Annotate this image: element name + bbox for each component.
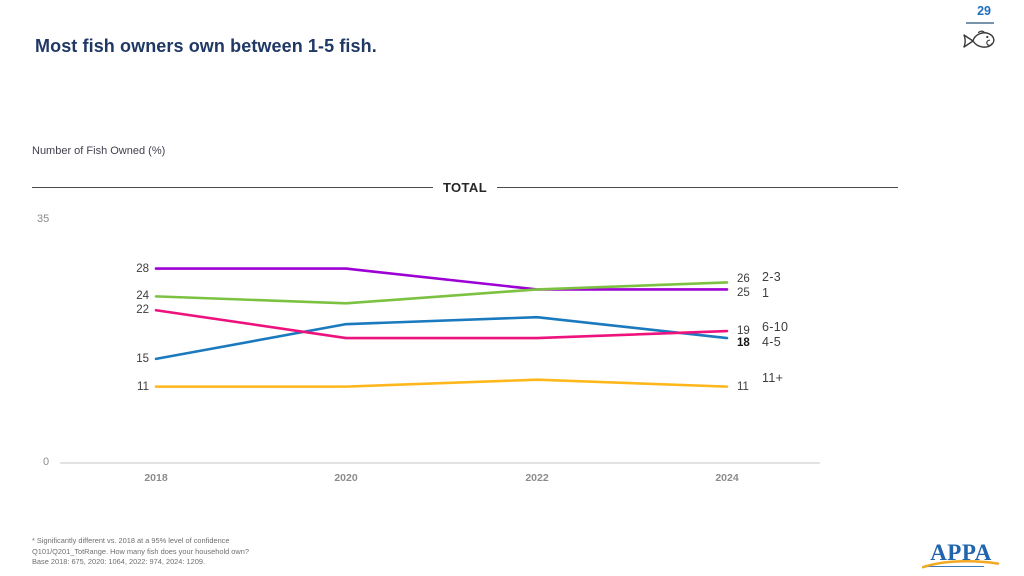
page-number-underline [966, 22, 994, 24]
appa-logo-swoosh [922, 560, 1000, 569]
page-title: Most fish owners own between 1-5 fish. [35, 36, 377, 56]
appa-logo: APPA [922, 540, 1000, 569]
y-tick-min: 0 [43, 456, 50, 468]
chart-axis-label: Number of Fish Owned (%) [32, 145, 166, 157]
y-tick-max: 35 [37, 213, 50, 225]
section-header-label: TOTAL [442, 180, 488, 195]
divider-line-right [497, 187, 898, 188]
series-line-1 [154, 267, 729, 291]
appa-logo-text: APPA [930, 540, 992, 565]
section-header: TOTAL [32, 180, 898, 195]
series-line-6-10 [154, 308, 729, 340]
series-line-4-5 [154, 315, 729, 361]
fish-icon [960, 26, 998, 61]
footnote-base: Base 2018: 675, 2020: 1064, 2022: 974, 2… [32, 557, 206, 567]
series-line-11+ [154, 378, 729, 388]
footnote-significance: * Significantly different vs. 2018 at a … [32, 536, 230, 545]
series-line-2-3 [154, 281, 729, 305]
page-number: 29 [977, 4, 991, 18]
footnote-question: Q101/Q201_TotRange. How many fish does y… [32, 546, 249, 556]
footnotes: * Significantly different vs. 2018 at a … [32, 536, 249, 568]
divider-line-left [32, 187, 433, 188]
